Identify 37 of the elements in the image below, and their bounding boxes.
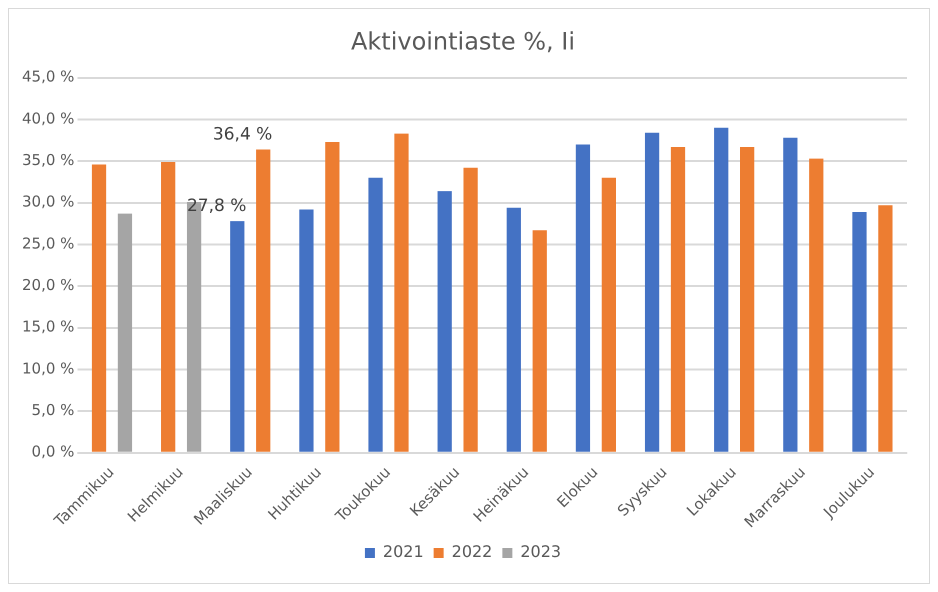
bar	[230, 221, 244, 452]
bar	[463, 168, 478, 452]
bar	[438, 191, 452, 452]
bar	[809, 158, 824, 452]
bar	[325, 142, 340, 452]
y-tick-label: 40,0 %	[22, 109, 74, 128]
y-tick-label: 5,0 %	[32, 401, 74, 420]
bar	[670, 146, 686, 452]
bar	[602, 178, 616, 452]
bar	[299, 209, 314, 452]
y-tick-label: 15,0 %	[22, 318, 74, 336]
bar	[368, 178, 383, 452]
legend-label: 2023	[520, 542, 562, 562]
data-label: 27,8 %	[186, 196, 246, 216]
bar	[256, 149, 270, 452]
y-tick-label: 0,0 %	[32, 442, 74, 461]
y-tick-label: 25,0 %	[22, 234, 74, 252]
bar	[118, 214, 132, 452]
bar	[644, 132, 660, 452]
bar	[576, 144, 590, 452]
y-tick-label: 35,0 %	[22, 151, 74, 170]
bar	[394, 134, 409, 452]
bar	[532, 230, 547, 452]
y-tick-label: 20,0 %	[22, 276, 74, 294]
chart-title: Aktivointiaste %, Ii	[350, 28, 576, 56]
legend-label: 2021	[382, 542, 424, 562]
legend-label: 2022	[452, 542, 492, 562]
bar	[714, 128, 728, 452]
bar	[506, 208, 521, 452]
y-tick-label: 10,0 %	[22, 359, 74, 378]
y-tick-label: 45,0 %	[22, 68, 74, 86]
bar	[852, 212, 867, 452]
y-tick-label: 30,0 %	[22, 192, 74, 211]
bar	[878, 205, 893, 452]
data-label: 36,4 %	[212, 124, 272, 144]
bar	[783, 138, 798, 452]
bar	[740, 146, 754, 452]
